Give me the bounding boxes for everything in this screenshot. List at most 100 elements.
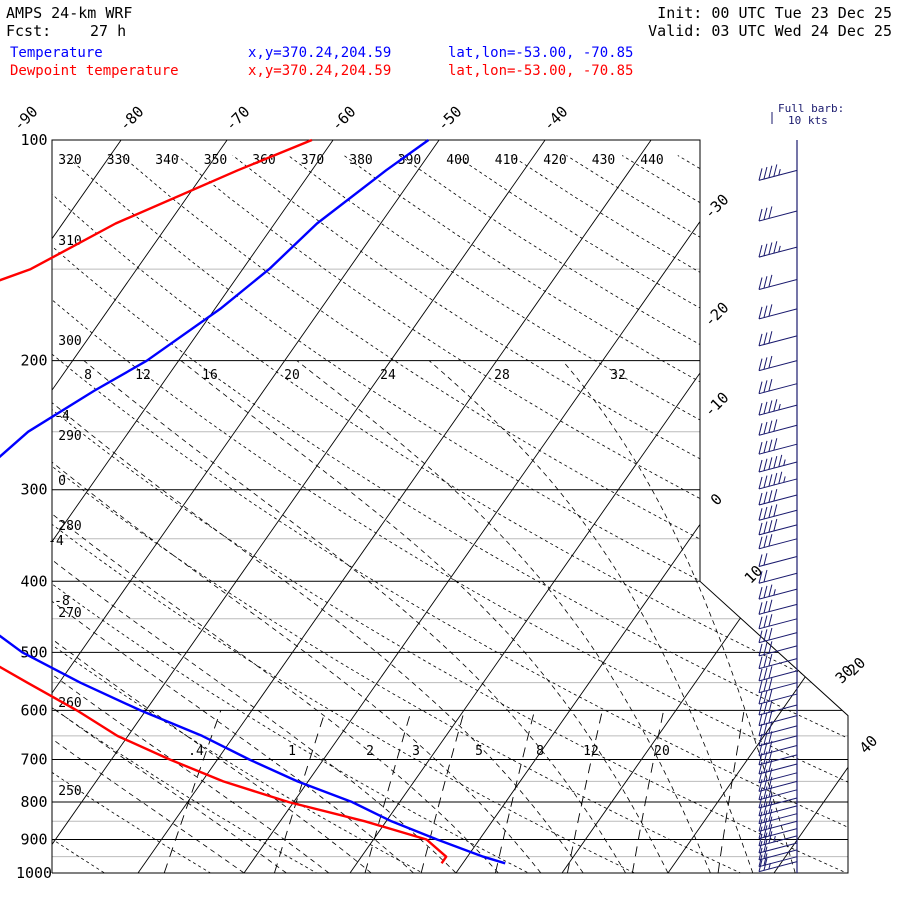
mixing-ratio-label: 12 [583,744,599,759]
dry-adiabat [52,155,848,873]
isotherm-label: -90 [10,103,42,135]
pressure-tick-label: 800 [20,793,47,811]
wind-barb [758,471,798,490]
wind-barb [758,488,798,506]
theta-label: 250 [58,784,81,799]
pressure-tick-label: 700 [20,750,47,768]
theta-label: 290 [58,429,81,444]
barb-key-line2: 10 kts [788,114,828,127]
mixing-ratio-label: 3 [412,744,420,759]
wind-barb [758,801,798,817]
wind-barb [758,721,798,737]
dry-adiabat [343,155,848,873]
wind-barb [758,241,798,258]
dry-adiabat [788,155,848,873]
dry-adiabat [52,155,848,873]
theta-e-label: 12 [135,368,151,383]
isotherm-label: -50 [434,103,466,135]
dry-adiabat [733,155,848,873]
mixing-ratio-line [717,710,745,873]
isotherm-label: -60 [328,103,360,135]
moist-adiabat-label: -8 [54,594,70,609]
plot-frame [51,139,849,874]
moist-adiabat [52,360,584,873]
moist-adiabat [52,360,499,873]
mixing-ratio-line [364,710,412,873]
theta-label: 300 [58,334,81,349]
theta-label: 400 [446,153,469,168]
wind-barb [758,785,798,801]
dry-adiabat [510,155,848,873]
isotherm-label: -80 [116,103,148,135]
theta-label: 280 [58,519,81,534]
temperature-xy: x,y=370.24,204.59 [248,45,392,61]
moist-adiabat [52,360,372,873]
pressure-tick-label: 600 [20,701,47,719]
forecast-label: Fcst: [6,22,52,40]
wind-barb [758,206,798,222]
mixing-ratio-line [494,710,536,873]
mixing-ratio-line [566,710,603,873]
wind-barb [758,518,798,536]
pressure-tick-label: 500 [20,643,47,661]
dry-adiabat [288,155,848,873]
theta-e-label: 8 [84,368,92,383]
isotherm-label: -20 [701,299,733,331]
wind-barb [758,808,798,825]
isotherm [52,140,546,873]
wind-barb [758,689,798,705]
dry-adiabat [399,155,848,873]
wind-barb [758,731,798,747]
moist-adiabat [180,360,669,873]
wind-barb [758,653,798,670]
moist-adiabat [52,360,287,873]
wind-barb [758,710,798,727]
temperature-latlon: lat,lon=-53.00, -70.85 [448,45,634,61]
dry-adiabat [52,155,345,873]
mixing-ratio-line [420,710,465,873]
pressure-tick-label: 100 [20,131,47,149]
isotherm [243,140,758,873]
theta-label: 380 [349,153,372,168]
isotherm [773,140,848,873]
theta-label: 420 [543,153,566,168]
pressure-tick-label: 1000 [16,864,52,882]
isotherm-label: -70 [222,103,254,135]
wind-barb [758,569,798,584]
mixing-ratio-label: 8 [536,744,544,759]
dry-adiabat [621,155,848,873]
wind-barb [758,419,798,436]
dry-adiabat [52,155,848,873]
theta-e-label: 20 [284,368,300,383]
mixing-ratio-label: 1 [288,744,296,759]
isotherm-label: 0 [707,490,726,509]
wind-barb [758,776,798,792]
theta-label: 430 [592,153,615,168]
mixing-ratio-label: .4 [188,744,204,759]
dry-adiabat [121,155,848,873]
wind-barb [758,355,798,372]
theta-label: 410 [495,153,518,168]
isotherm-label: -30 [701,191,733,223]
moist-adiabat [52,360,542,873]
isotherm [52,140,440,873]
wind-barb [758,438,798,455]
isotherm [137,140,652,873]
theta-label: 370 [301,153,324,168]
wind-barb [758,816,798,832]
dry-adiabat [65,155,848,873]
theta-label: 270 [58,606,81,621]
theta-label: 260 [58,696,81,711]
moist-adiabat [52,360,330,873]
moist-adiabat [428,360,754,873]
moist-adiabat [562,360,796,873]
dry-adiabat [677,155,848,873]
wind-barbs [758,164,798,873]
wind-barb [758,627,798,644]
theta-e-label: 32 [610,368,626,383]
moist-adiabat [296,360,711,873]
legend-temperature: Temperature [10,45,103,61]
isotherm [667,140,848,873]
wind-barb [758,700,798,716]
wind-barb [758,614,798,630]
